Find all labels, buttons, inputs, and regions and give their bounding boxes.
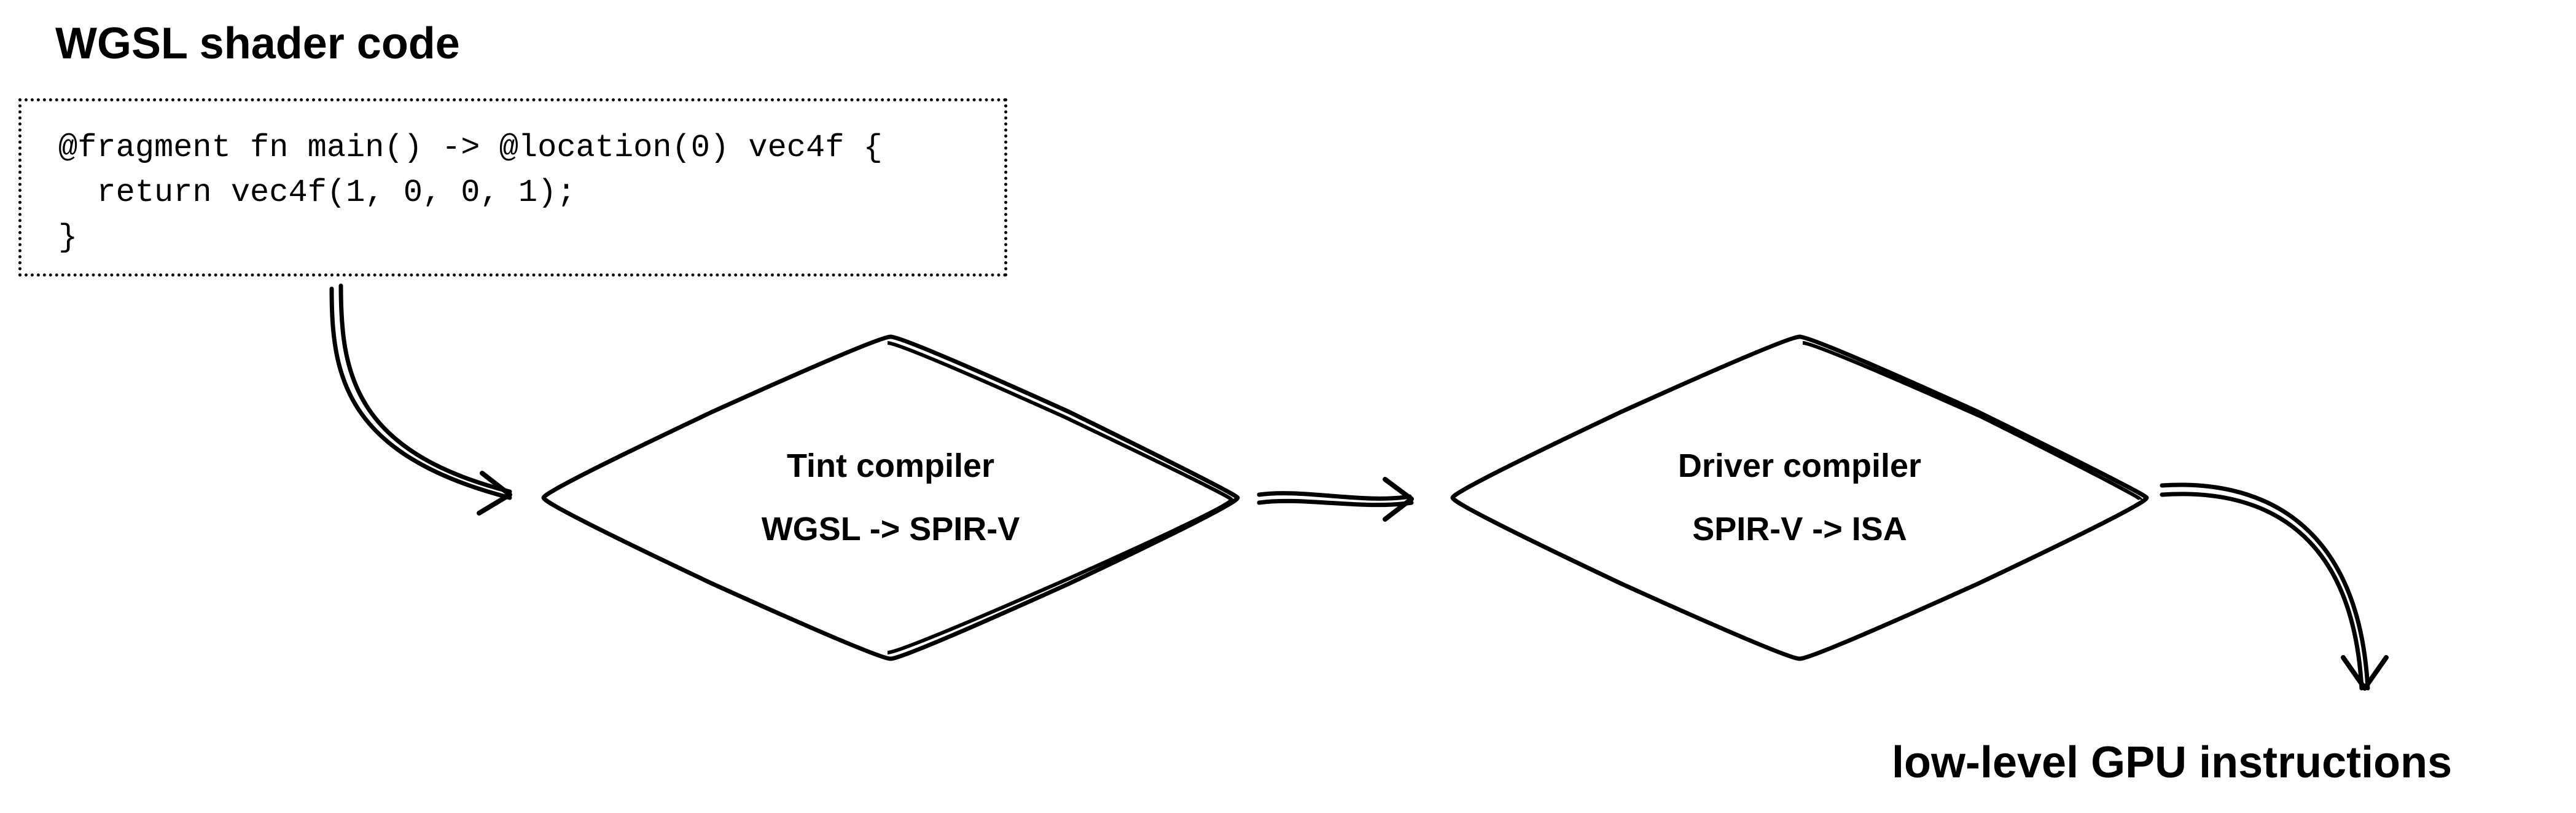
tint-line1: Tint compiler — [762, 434, 1020, 498]
source-code: @fragment fn main() -> @location(0) vec4… — [58, 126, 967, 260]
driver-line1: Driver compiler — [1678, 434, 1921, 498]
arrow-tint-to-driver — [1253, 461, 1437, 535]
driver-line2: SPIR-V -> ISA — [1678, 498, 1921, 561]
tint-compiler-node: Tint compiler WGSL -> SPIR-V — [534, 326, 1247, 670]
arrow-driver-to-output — [2156, 442, 2414, 725]
arrow-source-to-tint — [295, 283, 553, 541]
driver-compiler-node: Driver compiler SPIR-V -> ISA — [1443, 326, 2156, 670]
source-code-box: @fragment fn main() -> @location(0) vec4… — [18, 98, 1007, 277]
source-title: WGSL shader code — [55, 18, 460, 69]
tint-line2: WGSL -> SPIR-V — [762, 498, 1020, 561]
output-label: low-level GPU instructions — [1892, 737, 2452, 788]
